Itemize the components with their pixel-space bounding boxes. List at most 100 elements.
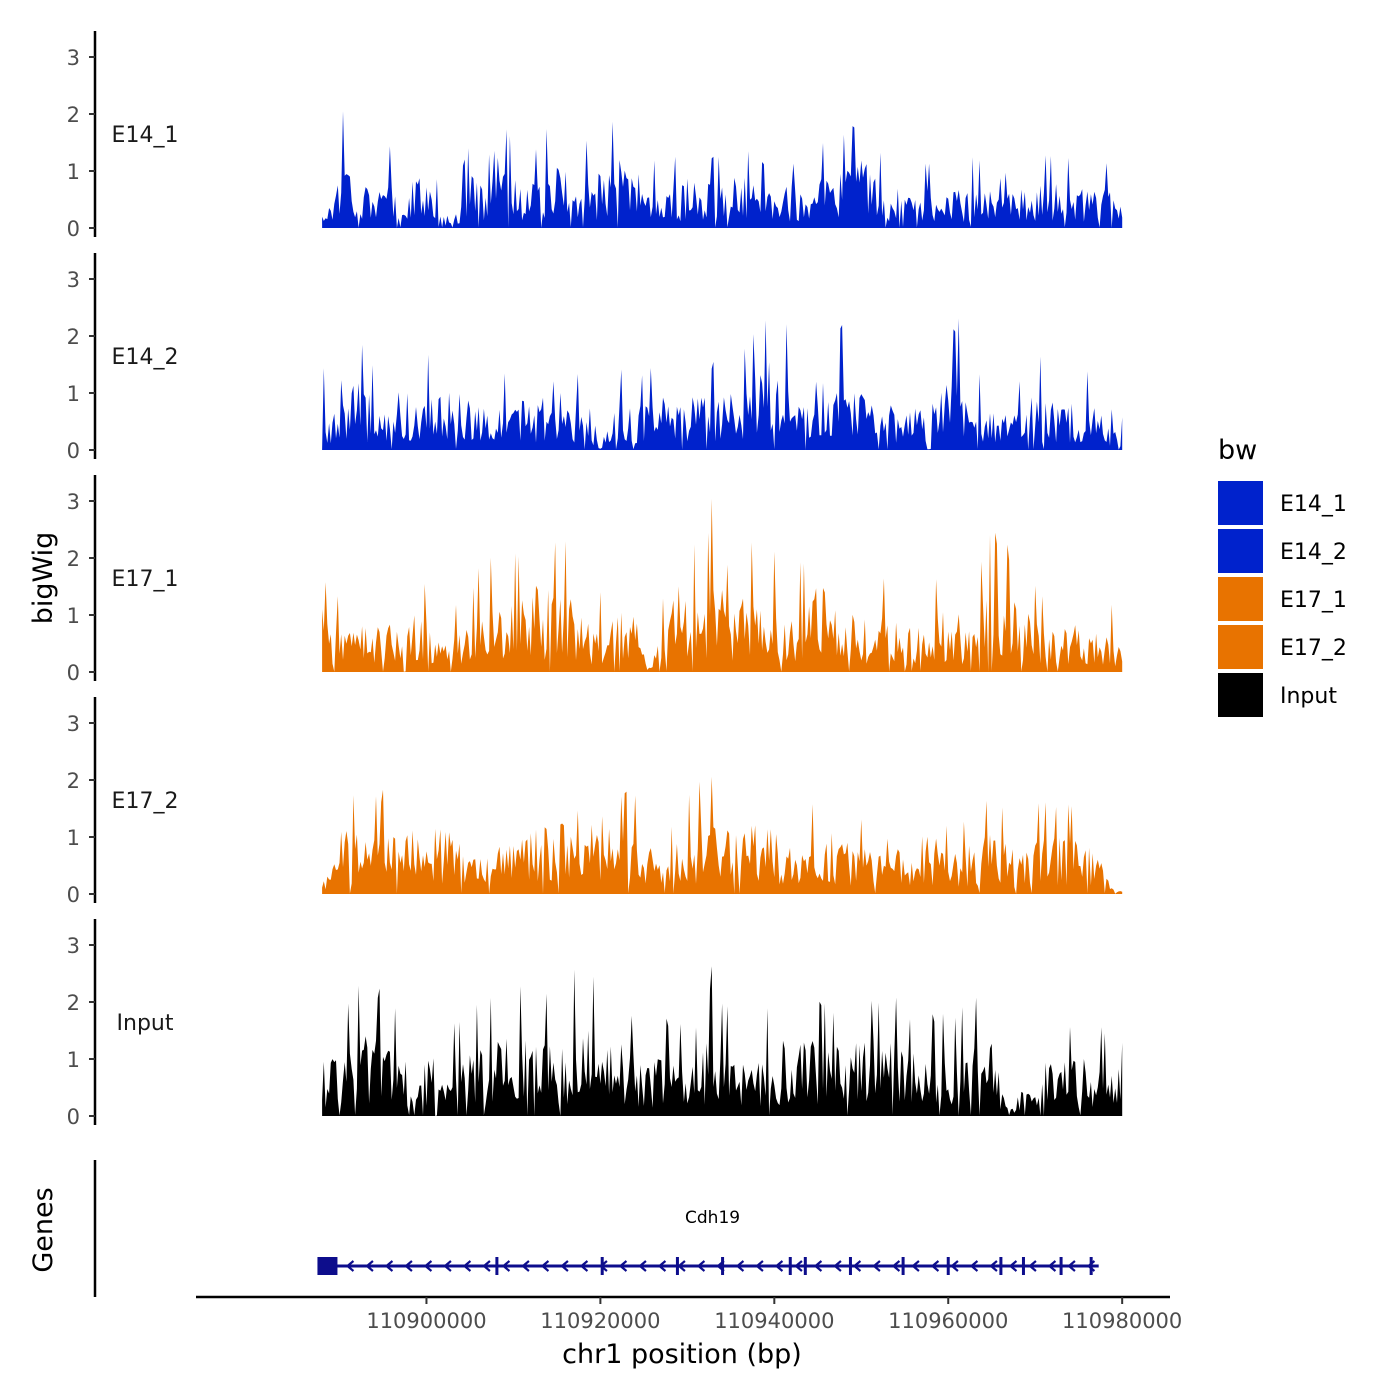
y-tick-label: 1 — [67, 604, 80, 628]
strand-arrow — [794, 1260, 803, 1272]
y-tick-label: 2 — [67, 547, 80, 571]
legend-swatch — [1218, 625, 1263, 669]
y-tick-label: 3 — [67, 934, 80, 958]
strand-arrow — [1008, 1260, 1018, 1272]
track-label: E17_1 — [112, 567, 179, 592]
exon — [946, 1257, 950, 1275]
legend-label: E14_1 — [1280, 492, 1347, 517]
y-tick-label: 0 — [67, 439, 80, 463]
strand-arrow — [891, 1260, 901, 1272]
strand-arrow — [1047, 1260, 1057, 1272]
strand-arrow — [989, 1260, 998, 1272]
coverage-area-E17_2 — [322, 776, 1123, 894]
track-E14_1: 0 1 2 3 E14_1 — [67, 31, 1123, 241]
strand-arrow — [540, 1260, 550, 1272]
exon — [1059, 1257, 1063, 1275]
strand-arrow — [1067, 1260, 1076, 1272]
strand-arrow — [755, 1260, 764, 1272]
strand-arrow — [950, 1260, 959, 1272]
y-tick-label: 2 — [67, 991, 80, 1015]
y-tick-label: 3 — [67, 46, 80, 70]
y-tick-label: 3 — [67, 712, 80, 736]
exon — [675, 1257, 679, 1275]
y-tick-label: 2 — [67, 103, 80, 127]
strand-arrow — [365, 1260, 374, 1272]
y-tick-label: 0 — [67, 217, 80, 241]
exon — [495, 1257, 499, 1275]
strand-arrow — [872, 1260, 881, 1272]
legend-swatch — [1218, 529, 1263, 573]
strand-arrow — [384, 1260, 394, 1272]
strand-arrow — [833, 1260, 842, 1272]
strand-arrow — [501, 1260, 511, 1272]
exon — [803, 1257, 807, 1275]
exon — [901, 1257, 905, 1275]
y-tick-label: 0 — [67, 661, 80, 685]
gene-name-label: Cdh19 — [685, 1208, 740, 1228]
legend: bw E14_1 E14_2 E17_1 E17_2 Input — [1218, 435, 1347, 717]
legend-title: bw — [1218, 435, 1257, 466]
exon — [721, 1257, 725, 1275]
y-axis-title: bigWig — [28, 532, 59, 625]
track-label: E14_1 — [112, 123, 179, 148]
exon — [600, 1257, 604, 1275]
x-axis: 110900000 110920000 110940000 110960000 1109… — [196, 1295, 1182, 1333]
legend-swatch — [1218, 673, 1263, 717]
coverage-tracks: 0 1 2 3 E14_1 0 1 2 3 E14_2 0 1 2 3 E17_1 0 1 2 3 E17_2 0 1 2 3… — [67, 31, 1123, 1129]
track-E17_1: 0 1 2 3 E17_1 — [67, 475, 1123, 685]
x-axis-title: chr1 position (bp) — [562, 1339, 802, 1370]
strand-arrow — [813, 1260, 823, 1272]
strand-arrow — [638, 1260, 647, 1272]
strand-arrow — [462, 1260, 472, 1272]
strand-arrow — [930, 1260, 940, 1272]
strand-arrow — [852, 1260, 862, 1272]
strand-arrow — [657, 1260, 667, 1272]
track-E17_2: 0 1 2 3 E17_2 — [67, 697, 1123, 907]
x-tick-label: 110980000 — [1062, 1309, 1182, 1333]
strand-arrow — [969, 1260, 979, 1272]
exon — [848, 1257, 852, 1275]
exon — [1021, 1257, 1025, 1275]
track-label: E14_2 — [112, 345, 179, 370]
strand-arrow — [482, 1260, 491, 1272]
y-tick-label: 1 — [67, 382, 80, 406]
coverage-area-E17_1 — [322, 498, 1123, 672]
strand-arrow — [677, 1260, 686, 1272]
strand-arrow — [423, 1260, 433, 1272]
y-tick-label: 1 — [67, 160, 80, 184]
y-tick-label: 0 — [67, 1105, 80, 1129]
strand-arrow — [521, 1260, 530, 1272]
strand-arrow — [911, 1260, 920, 1272]
exon — [1089, 1257, 1093, 1275]
strand-arrow — [1028, 1260, 1037, 1272]
genes-axis-title: Genes — [28, 1187, 59, 1272]
track-E14_2: 0 1 2 3 E14_2 — [67, 253, 1123, 463]
strand-arrow — [696, 1260, 706, 1272]
track-label: Input — [117, 1011, 174, 1036]
legend-swatch — [1218, 481, 1263, 525]
y-tick-label: 1 — [67, 826, 80, 850]
y-tick-label: 2 — [67, 769, 80, 793]
coverage-area-E14_2 — [322, 318, 1123, 450]
gene-panel: Cdh19 — [93, 1160, 1099, 1297]
coverage-area-E14_1 — [322, 111, 1123, 228]
x-tick-label: 110940000 — [714, 1309, 834, 1333]
strand-arrow — [560, 1260, 569, 1272]
y-tick-label: 3 — [67, 268, 80, 292]
track-label: E17_2 — [112, 789, 179, 814]
y-tick-label: 2 — [67, 325, 80, 349]
legend-label: E14_2 — [1280, 540, 1347, 565]
exon-large — [317, 1257, 338, 1275]
strand-arrow — [618, 1260, 628, 1272]
strand-arrow — [735, 1260, 745, 1272]
exon — [999, 1257, 1003, 1275]
strand-arrow — [443, 1260, 452, 1272]
y-tick-label: 0 — [67, 883, 80, 907]
x-tick-label: 110920000 — [540, 1309, 660, 1333]
legend-swatch — [1218, 577, 1263, 621]
legend-label: Input — [1280, 684, 1337, 709]
legend-label: E17_2 — [1280, 636, 1347, 661]
strand-arrow — [404, 1260, 413, 1272]
coverage-area-Input — [322, 966, 1123, 1116]
